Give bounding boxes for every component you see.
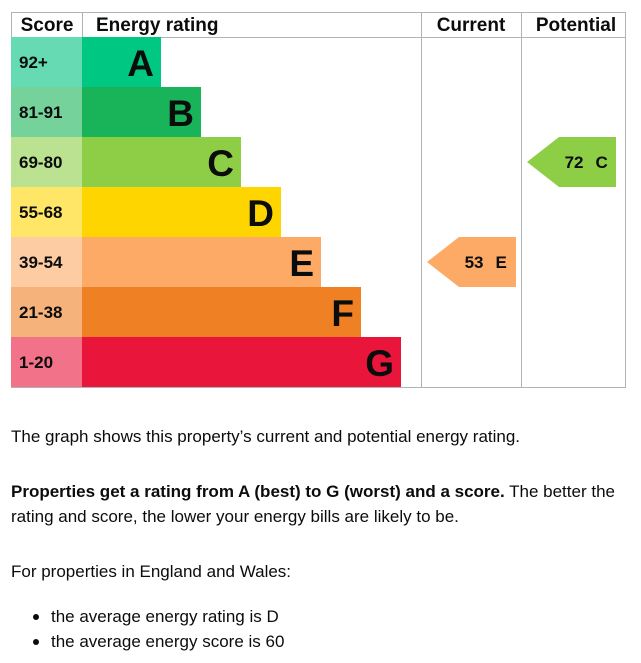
band-bar xyxy=(82,237,321,287)
header-current: Current xyxy=(437,15,506,36)
rating-explanation: Properties get a rating from A (best) to… xyxy=(11,479,631,529)
band-score-cell xyxy=(11,237,82,287)
band-score-cell xyxy=(11,37,82,87)
band-letter: D xyxy=(247,193,274,234)
header-score: Score xyxy=(21,15,74,36)
band-score-label: 39-54 xyxy=(19,253,63,272)
band-b: 81-91 B xyxy=(11,87,201,137)
band-score-cell xyxy=(11,337,82,387)
energy-rating-chart: Score Energy rating Current Potential 92… xyxy=(11,12,626,388)
band-score-label: 1-20 xyxy=(19,353,53,372)
band-bar xyxy=(82,137,241,187)
band-bar xyxy=(82,187,281,237)
band-score-label: 55-68 xyxy=(19,203,62,222)
rating-indicators: 53 E 72 C xyxy=(427,137,616,287)
rating-explanation-strong: Properties get a rating from A (best) to… xyxy=(11,482,505,501)
band-f: 21-38 F xyxy=(11,287,361,337)
potential-rating-indicator-shape xyxy=(527,137,616,187)
band-letter: F xyxy=(331,293,354,334)
rating-explanation-rest: The better the rating and score, the low… xyxy=(11,482,615,526)
band-e: 39-54 E xyxy=(11,237,321,287)
band-letter: G xyxy=(365,343,394,384)
current-rating-indicator-score: 53 xyxy=(465,253,484,272)
potential-rating-indicator-score: 72 xyxy=(565,153,584,172)
band-score-label: 21-38 xyxy=(19,303,62,322)
list-item-average-score: the average energy score is 60 xyxy=(11,629,284,654)
band-letter: A xyxy=(127,43,154,84)
current-rating-indicator: 53 E xyxy=(427,237,516,287)
band-letter: B xyxy=(167,93,194,134)
list-item-average-rating: the average energy rating is D xyxy=(11,604,284,629)
band-c: 69-80 C xyxy=(11,137,241,187)
band-score-label: 69-80 xyxy=(19,153,62,172)
band-score-label: 81-91 xyxy=(19,103,62,122)
band-letter: C xyxy=(207,143,234,184)
band-bar xyxy=(82,287,361,337)
band-bar xyxy=(82,37,161,87)
band-score-cell xyxy=(11,287,82,337)
chart-headers: Score Energy rating Current Potential xyxy=(21,15,617,36)
band-g: 1-20 G xyxy=(11,337,401,387)
band-score-cell xyxy=(11,137,82,187)
average-facts-list: the average energy rating is D the avera… xyxy=(11,604,284,654)
header-energy-rating: Energy rating xyxy=(96,15,218,36)
band-score-cell xyxy=(11,187,82,237)
band-d: 55-68 D xyxy=(11,187,281,237)
region-note: For properties in England and Wales: xyxy=(11,562,292,581)
current-rating-indicator-letter: E xyxy=(496,253,507,272)
band-score-cell xyxy=(11,87,82,137)
band-a: 92+ A xyxy=(11,37,161,87)
graph-description: The graph shows this property’s current … xyxy=(11,427,521,446)
band-score-label: 92+ xyxy=(19,53,48,72)
rating-bands: 92+ A 81-91 B 69-80 C 55-68 D 39-54 E 21-38 F 1-20 G xyxy=(11,37,401,387)
band-letter: E xyxy=(289,243,314,284)
band-bar xyxy=(82,337,401,387)
current-rating-indicator-shape xyxy=(427,237,516,287)
header-potential: Potential xyxy=(536,15,616,36)
band-bar xyxy=(82,87,201,137)
potential-rating-indicator: 72 C xyxy=(527,137,616,187)
potential-rating-indicator-letter: C xyxy=(596,153,608,172)
